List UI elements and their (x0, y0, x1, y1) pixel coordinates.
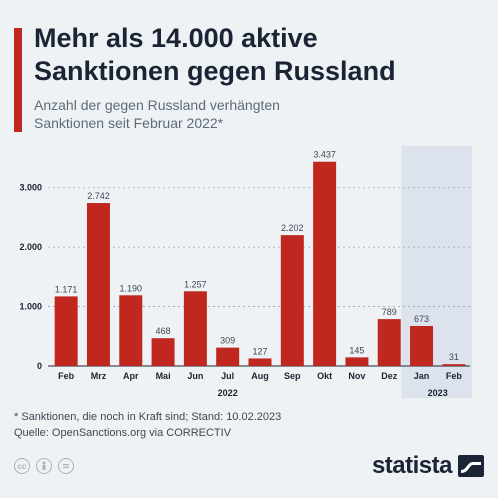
x-tick-label: Jul (221, 371, 234, 381)
x-tick-label: Apr (123, 371, 139, 381)
bar (313, 161, 337, 366)
chart-title: Mehr als 14.000 aktive Sanktionen gegen … (34, 22, 484, 88)
data-label: 127 (252, 346, 267, 356)
y-tick-label: 0 (37, 361, 42, 371)
bar (86, 203, 110, 366)
statista-logo[interactable]: statista (372, 452, 484, 480)
title-line-1: Mehr als 14.000 aktive (34, 23, 318, 53)
cc-icon[interactable]: cc (14, 458, 30, 474)
y-tick-label: 1.000 (19, 302, 42, 312)
x-tick-label: Dez (381, 371, 398, 381)
title-line-2: Sanktionen gegen Russland (34, 56, 396, 86)
bar (410, 326, 434, 366)
bar (119, 295, 143, 366)
subtitle-line-1: Anzahl der gegen Russland verhängten (34, 97, 280, 113)
statista-wave-icon (458, 455, 484, 477)
footnote-block: * Sanktionen, die noch in Kraft sind; St… (14, 409, 281, 441)
data-label: 673 (414, 314, 429, 324)
equals-icon[interactable] (58, 458, 74, 474)
bar (377, 319, 401, 366)
x-tick-label: Nov (348, 371, 365, 381)
data-label: 789 (382, 307, 397, 317)
x-tick-label: Feb (446, 371, 463, 381)
data-label: 2.202 (281, 223, 304, 233)
x-tick-label: Mai (156, 371, 171, 381)
x-tick-label: Jan (414, 371, 430, 381)
bar (280, 235, 304, 366)
x-tick-label: Mrz (91, 371, 107, 381)
bar (151, 338, 175, 366)
chart-subtitle: Anzahl der gegen Russland verhängten San… (34, 96, 484, 132)
data-label: 31 (449, 352, 459, 362)
data-label: 145 (349, 345, 364, 355)
bar (183, 291, 207, 366)
person-icon[interactable] (36, 458, 52, 474)
bar (345, 357, 369, 366)
bar-chart: 0 1.000 2.000 3.000 1.171 Feb 2.742 Mrz 1.190 Apr… (19, 146, 472, 398)
year-group-label: 2022 (218, 388, 238, 398)
license-icons: cc (14, 458, 74, 474)
data-label: 1.171 (55, 284, 78, 294)
x-tick-label: Jun (187, 371, 203, 381)
source-text: Quelle: OpenSanctions.org via CORRECTIV (14, 427, 232, 439)
bar (216, 347, 240, 366)
title-accent-bar (14, 28, 22, 132)
data-label: 1.257 (184, 279, 207, 289)
x-tick-label: Sep (284, 371, 301, 381)
data-label: 2.742 (87, 191, 110, 201)
bar (442, 364, 466, 366)
footnote-text: * Sanktionen, die noch in Kraft sind; St… (14, 411, 282, 423)
data-label: 1.190 (120, 283, 143, 293)
x-tick-label: Feb (58, 371, 75, 381)
brand-name: statista (371, 452, 453, 479)
x-tick-label: Aug (251, 371, 269, 381)
subtitle-line-2: Sanktionen seit Februar 2022* (34, 115, 224, 131)
y-tick-label: 2.000 (19, 242, 42, 252)
y-tick-label: 3.000 (19, 183, 42, 193)
data-label: 468 (156, 326, 171, 336)
data-label: 309 (220, 336, 235, 346)
data-label: 3.437 (313, 150, 336, 160)
bar (54, 296, 78, 366)
bar (248, 358, 272, 366)
x-tick-label: Okt (317, 371, 332, 381)
year-group-label: 2023 (428, 388, 448, 398)
